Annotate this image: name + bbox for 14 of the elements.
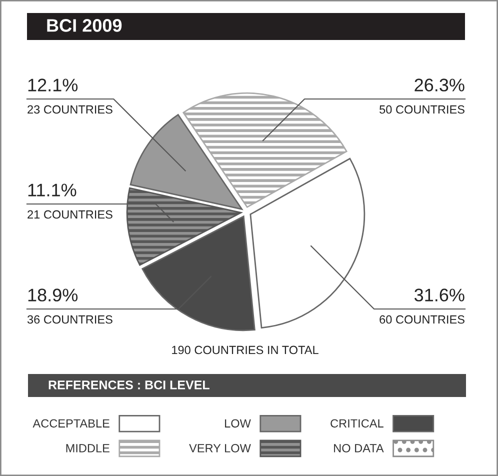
- legend-label: VERY LOW: [189, 444, 251, 452]
- data-label: 31.6% 60 COUNTRIES: [380, 288, 464, 324]
- data-label: 18.9% 36 COUNTRIES: [27, 288, 112, 324]
- data-label: 11.1% 21 COUNTRIES: [28, 184, 112, 219]
- legend-label: LOW: [225, 419, 251, 428]
- legend-label: MIDDLE: [66, 444, 110, 452]
- legend-label: ACCEPTABLE: [32, 419, 110, 428]
- text: 190 COUNTRIES IN TOTAL: [172, 346, 318, 354]
- data-label: 12.1% 23 COUNTRIES: [28, 78, 112, 114]
- data-label: 26.3% 50 COUNTRIES: [380, 78, 464, 114]
- chart-title: BCI 2009: [47, 19, 122, 32]
- legend-title: REFERENCES : BCI LEVEL: [48, 380, 210, 390]
- legend-label: CRITICAL: [330, 419, 384, 428]
- legend-label: NO DATA: [334, 444, 384, 452]
